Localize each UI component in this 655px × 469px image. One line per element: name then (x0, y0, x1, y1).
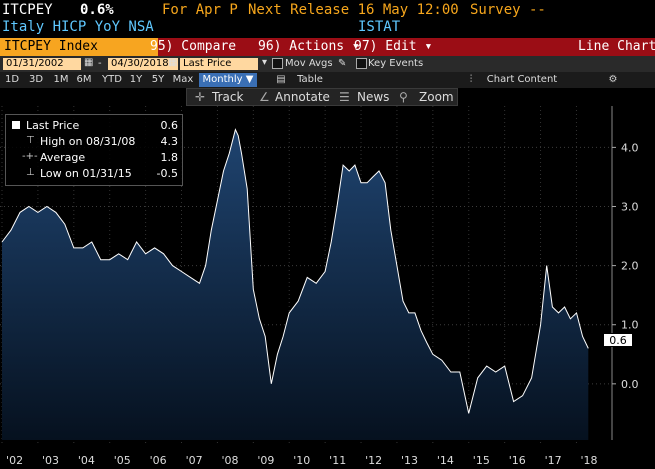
low-marker-icon: ⊥ (26, 167, 35, 178)
y-tick-label: 3.0 (621, 200, 639, 213)
y-tick-label: 1.0 (621, 319, 639, 332)
chart-icon[interactable]: ⫶ (469, 74, 473, 85)
x-tick-label: '03 (42, 454, 59, 467)
y-tick-label: 4.0 (621, 141, 639, 154)
chevron-down-icon[interactable]: ▾ (262, 57, 268, 68)
x-tick-label: '14 (437, 454, 454, 467)
period-6m[interactable]: 6M (76, 74, 92, 85)
x-tick-label: '02 (6, 454, 23, 467)
mov-avgs-checkbox[interactable] (272, 58, 283, 69)
table-icon[interactable]: ▤ (276, 74, 286, 85)
period-ytd[interactable]: YTD (102, 74, 122, 85)
key-events-label: Key Events (368, 58, 424, 69)
annotate-button[interactable]: Annotate (275, 90, 330, 104)
edit-menu[interactable]: 97) Edit ▾ (354, 39, 433, 54)
zoom-icon[interactable]: ⚲ (399, 90, 408, 104)
x-tick-label: '09 (257, 454, 274, 467)
price-line (1, 128, 589, 414)
period-1y[interactable]: 1Y (129, 74, 143, 85)
x-tick-label: '04 (78, 454, 95, 467)
x-tick-label: '11 (329, 454, 346, 467)
security-description: Italy HICP YoY NSA (2, 19, 154, 35)
x-tick-label: '16 (509, 454, 526, 467)
high-marker-icon: ⊤ (26, 135, 35, 146)
legend-row-low: ⊥ Low on 01/31/15 -0.5 (6, 167, 184, 181)
x-tick-label: '13 (401, 454, 418, 467)
x-tick-label: '05 (114, 454, 131, 467)
table-button[interactable]: Table (297, 74, 323, 85)
average-marker-icon: -+- (22, 151, 38, 162)
calendar-icon[interactable]: ▦ (168, 57, 178, 68)
news-button[interactable]: News (357, 90, 390, 104)
legend-value: 1.8 (160, 151, 179, 164)
security-header: ITCPEY 0.6% For Apr P Next Release 16 Ma… (0, 0, 655, 21)
start-date-input[interactable]: 01/31/2002 (3, 58, 81, 70)
legend-value: 0.6 (160, 119, 179, 132)
period-1d[interactable]: 1D (4, 74, 20, 85)
news-icon[interactable]: ☰ (339, 90, 350, 104)
x-tick-label: '08 (221, 454, 238, 467)
legend-row-average: -+- Average 1.8 (6, 151, 184, 165)
chart-content-button[interactable]: Chart Content (486, 74, 558, 85)
legend-value: 4.3 (160, 135, 179, 148)
x-tick-label: '07 (186, 454, 203, 467)
release-period: For Apr P (162, 2, 238, 18)
period-1m[interactable]: 1M (53, 74, 69, 85)
x-tick-label: '17 (545, 454, 562, 467)
gear-icon[interactable]: ⚙ (608, 74, 618, 85)
actions-menu[interactable]: 96) Actions ▾ (258, 39, 360, 54)
frequency-select[interactable]: Monthly ▼ (199, 73, 257, 87)
source-label: ISTAT (358, 19, 401, 35)
legend-label: Low on 01/31/15 (40, 167, 132, 180)
pencil-icon[interactable]: ✎ (338, 58, 347, 69)
x-axis-ticks: '02 '03 '04 '05 '06 '07 '08 '09 '10 '11 '12 '13 '14 '… (6, 454, 597, 467)
next-release: Next Release 16 May 12:00 (248, 2, 459, 18)
legend-value: -0.5 (156, 167, 178, 180)
date-range-bar: 01/31/2002 ▦ - 04/30/2018 ▦ Last Price ▾… (0, 56, 655, 72)
chart-toolbar: ✛ Track ∠ Annotate ☰ News ⚲ Zoom (186, 88, 458, 106)
description-text: Italy HICP YoY NSA (2, 19, 154, 35)
last-price-label: 0.6 (603, 333, 633, 347)
range-separator: - (98, 58, 102, 69)
command-bar (0, 38, 655, 56)
x-tick-label: '06 (150, 454, 167, 467)
ticker-label: ITCPEY (2, 2, 53, 18)
legend-label: High on 08/31/08 (40, 135, 136, 148)
track-button[interactable]: Track (212, 90, 244, 104)
chart-legend: Last Price 0.6 ⊤ High on 08/31/08 4.3 -+… (5, 114, 183, 186)
period-5y[interactable]: 5Y (151, 74, 165, 85)
survey-value: Survey -- (470, 2, 546, 18)
x-tick-label: '12 (365, 454, 382, 467)
end-date-input[interactable]: 04/30/2018 (108, 58, 178, 70)
chart-type-label: Line Chart (578, 39, 655, 54)
period-3d[interactable]: 3D (28, 74, 44, 85)
calendar-icon[interactable]: ▦ (84, 57, 94, 68)
compare-button[interactable]: 95) Compare (150, 39, 237, 54)
crosshair-icon[interactable]: ✛ (195, 90, 206, 104)
price-area (2, 129, 589, 440)
y-tick-label: 0.0 (621, 378, 639, 391)
period-bar: 1D 3D 1M 6M YTD 1Y 5Y Max Monthly ▼ ▤ Ta… (0, 72, 655, 88)
legend-label: Last Price (26, 119, 80, 132)
key-events-checkbox[interactable] (356, 58, 367, 69)
x-tick-label: '15 (473, 454, 490, 467)
period-max[interactable]: Max (172, 74, 194, 85)
annotate-icon[interactable]: ∠ (259, 90, 270, 104)
security-input[interactable]: ITCPEY Index (0, 38, 158, 56)
x-tick-label: '18 (581, 454, 598, 467)
mov-avgs-label: Mov Avgs (285, 58, 333, 69)
legend-row-last: Last Price 0.6 (6, 119, 184, 133)
legend-label: Average (40, 151, 86, 164)
zoom-button[interactable]: Zoom (419, 90, 454, 104)
legend-row-high: ⊤ High on 08/31/08 4.3 (6, 135, 184, 149)
x-tick-label: '10 (293, 454, 310, 467)
field-select[interactable]: Last Price (180, 58, 258, 70)
last-value: 0.6% (80, 2, 114, 18)
legend-swatch (12, 121, 20, 129)
y-axis-ticks: 0.0 1.0 2.0 3.0 4.0 (612, 141, 639, 391)
y-tick-label: 2.0 (621, 260, 639, 273)
